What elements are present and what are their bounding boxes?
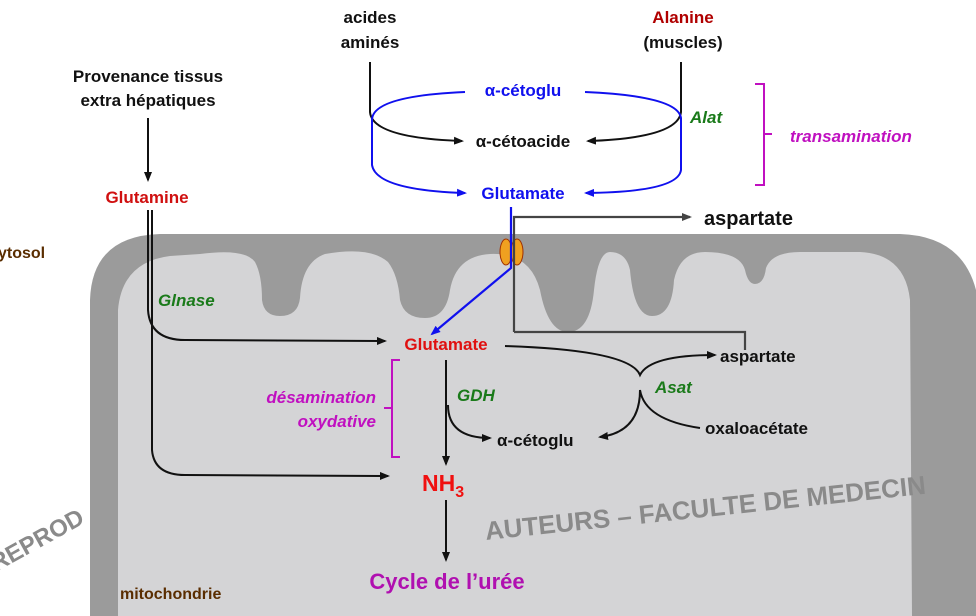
transamination-label: transamination bbox=[790, 127, 912, 146]
alat-label: Alat bbox=[689, 108, 723, 127]
mitochondrie-label: mitochondrie bbox=[120, 586, 221, 603]
glnase-label: Glnase bbox=[158, 291, 215, 310]
acides-label-2: aminés bbox=[341, 33, 400, 52]
oxaloacetate-label: oxaloacétate bbox=[705, 419, 808, 438]
cycle-uree-label: Cycle de l’urée bbox=[369, 569, 524, 594]
aspartate-shuttle-line bbox=[514, 330, 747, 350]
arrow-oxaloacetate-to-cetoglu bbox=[598, 389, 701, 440]
arrow-glutamate-to-aspartate bbox=[504, 345, 717, 378]
watermark-left: REPROD bbox=[0, 504, 89, 577]
glutamate-red-label: Glutamate bbox=[404, 335, 487, 354]
cytosol-label: ytosol bbox=[0, 245, 45, 262]
cetoglu-blue-label: α-cétoglu bbox=[485, 81, 562, 100]
arrow-glutamine-to-glutamate bbox=[147, 210, 387, 345]
muscles-label: (muscles) bbox=[643, 33, 722, 52]
arrow-acides-to-cetoacide bbox=[369, 62, 464, 145]
transamination-bracket bbox=[755, 83, 772, 186]
gdh-label: GDH bbox=[457, 386, 496, 405]
cetoglu-label: α-cétoglu bbox=[497, 431, 574, 450]
glutamine-label: Glutamine bbox=[105, 188, 188, 207]
arrow-gdh-to-cetoglu bbox=[447, 404, 492, 442]
aspartate-out-label: aspartate bbox=[704, 208, 793, 230]
mitochondria-matrix bbox=[118, 251, 912, 616]
arrow-glutamate-import bbox=[430, 207, 513, 336]
nh3-label: NH3 bbox=[422, 470, 464, 501]
arrow-cetoglu-to-glutamate-right bbox=[584, 91, 682, 197]
nh3-text: NH bbox=[422, 470, 455, 496]
aspartate-label: aspartate bbox=[720, 347, 796, 366]
provenance-label-2: extra hépatiques bbox=[80, 91, 215, 110]
desamination-label-1: désamination bbox=[266, 388, 376, 407]
alanine-label: Alanine bbox=[652, 8, 713, 27]
cetoacide-label: α-cétoacide bbox=[476, 132, 571, 151]
glutamate-blue-label: Glutamate bbox=[481, 184, 564, 203]
desamination-label-2: oxydative bbox=[298, 412, 376, 431]
provenance-label-1: Provenance tissus bbox=[73, 67, 223, 86]
arrow-glutamine-to-nh3 bbox=[151, 210, 390, 480]
arrow-cetoglu-to-glutamate-left bbox=[371, 91, 467, 197]
asat-label: Asat bbox=[654, 378, 693, 397]
nh3-subscript: 3 bbox=[455, 484, 464, 501]
desamination-bracket bbox=[384, 359, 400, 458]
acides-label-1: acides bbox=[344, 8, 397, 27]
arrow-alanine-to-cetoacide bbox=[586, 62, 682, 145]
arrow-aspartate-export bbox=[512, 213, 692, 332]
